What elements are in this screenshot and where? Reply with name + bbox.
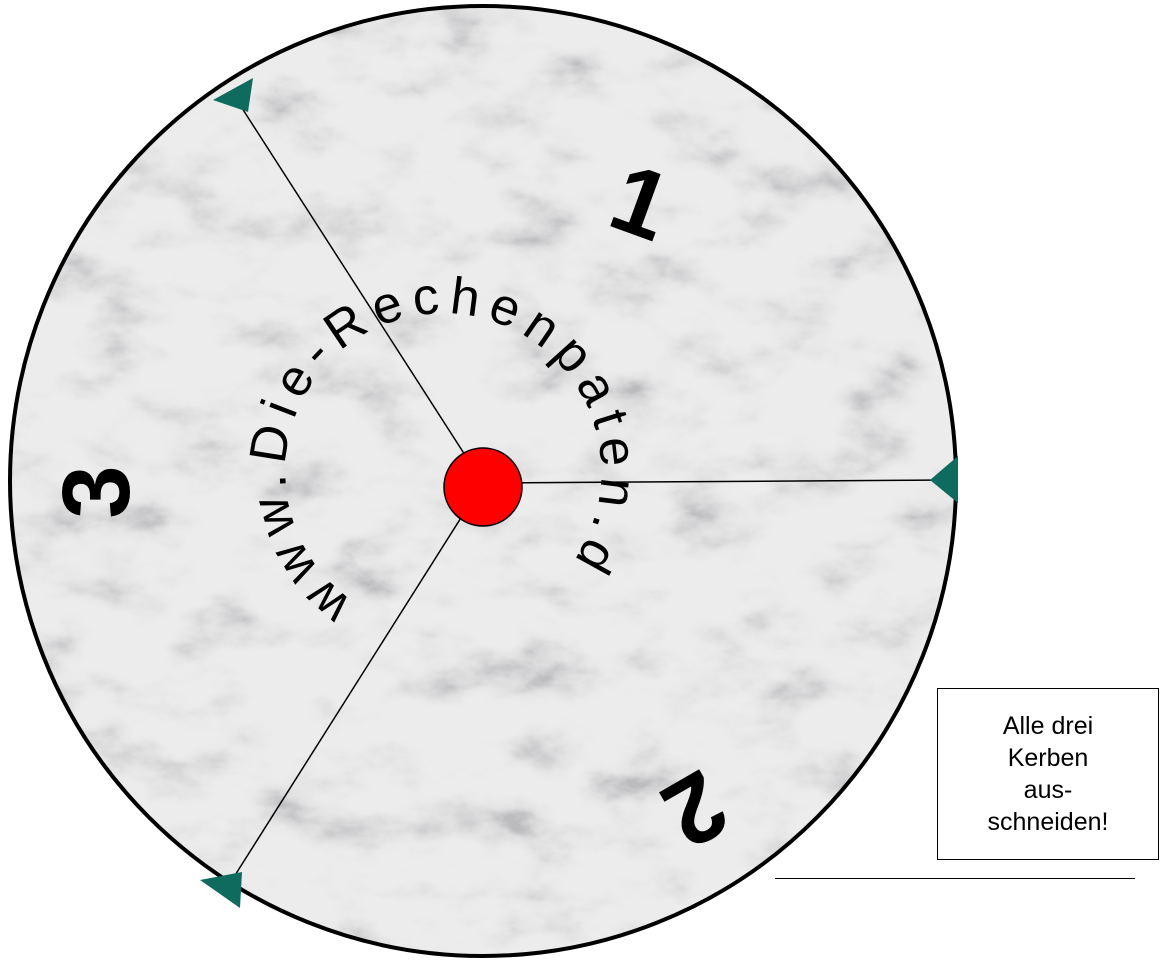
note-line: aus- — [1023, 776, 1073, 804]
note-line: Alle drei — [1002, 712, 1094, 740]
note-line: Kerben — [1007, 744, 1089, 772]
cut-instruction-box: Alle drei Kerben aus- schneiden! — [937, 688, 1159, 860]
divider-line-top — [239, 104, 484, 484]
note-line: schneiden! — [987, 808, 1109, 836]
notch-icon — [930, 456, 958, 503]
divider-line-right — [482, 479, 953, 484]
divider-line-bottom — [231, 482, 484, 881]
notch-icon — [213, 78, 253, 112]
notch-icon — [200, 872, 242, 908]
center-dot-icon — [443, 447, 523, 527]
cut-guide-line — [775, 878, 1135, 879]
sector-number-3: 3 — [43, 465, 150, 518]
